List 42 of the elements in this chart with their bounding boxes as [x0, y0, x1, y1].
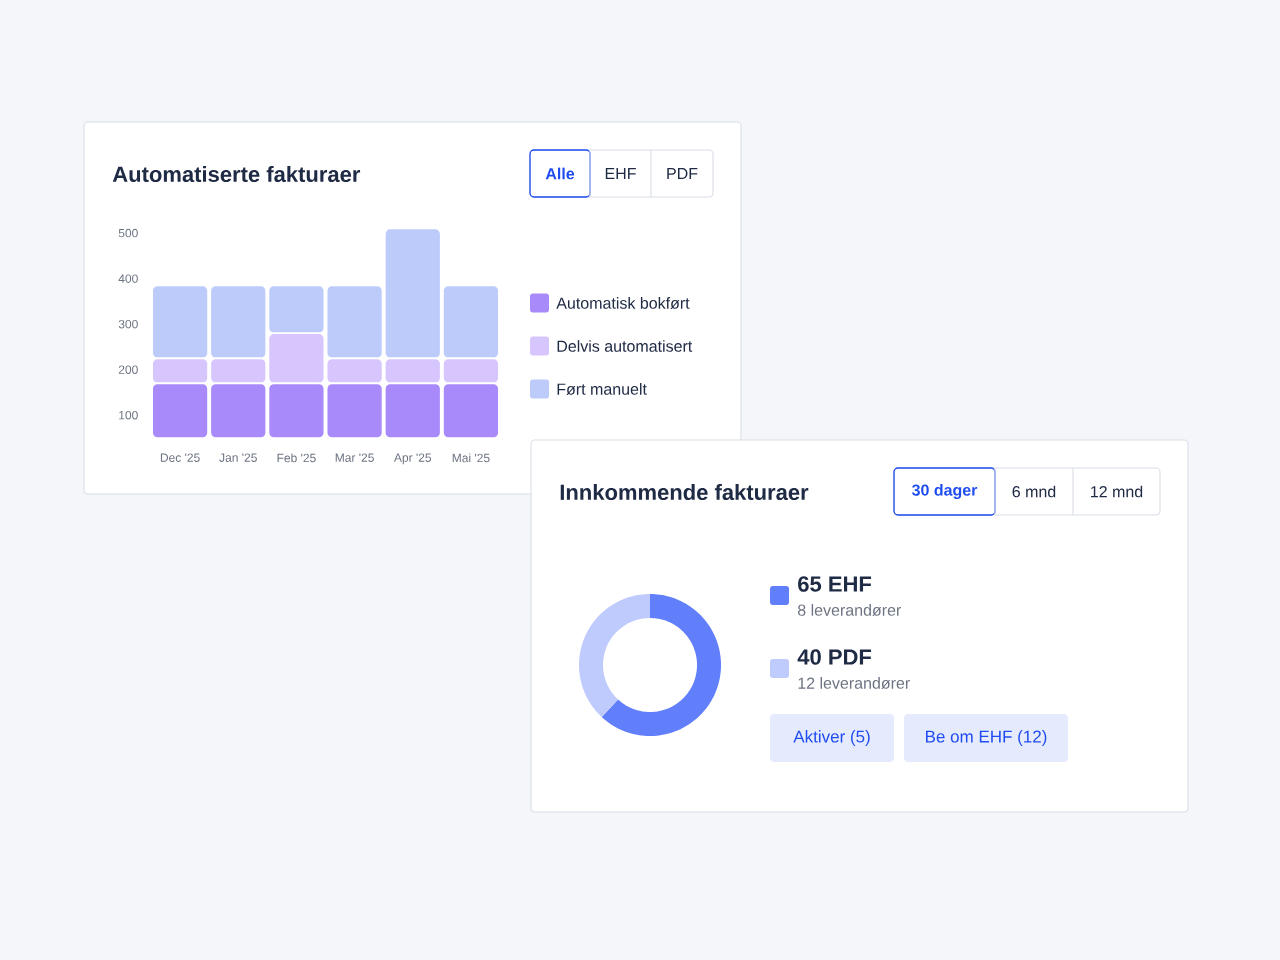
- text: 6 mnd: [1012, 485, 1056, 498]
- data-label: 40: [797, 649, 821, 665]
- x-tick-label: Mai '25: [452, 453, 490, 463]
- x-tick-label: Mar '25: [335, 453, 374, 462]
- bar: [325, 284, 384, 360]
- bar: [209, 357, 267, 385]
- legend-label: EHF: [829, 576, 872, 592]
- bar: [325, 357, 384, 385]
- bar: [267, 332, 326, 385]
- y-tick-label: 400: [118, 274, 138, 283]
- x-tick-label: Apr '25: [393, 453, 432, 465]
- bar: [267, 284, 326, 335]
- bar: [151, 284, 209, 360]
- data-label: 65: [798, 576, 822, 592]
- chart-title: Automatiserte fakturaer: [112, 165, 361, 183]
- legend-label: Delvis automatisert: [557, 340, 693, 352]
- bar: [442, 357, 500, 385]
- y-tick-label: 100: [119, 410, 138, 420]
- text: Aktiver (5): [793, 730, 870, 746]
- x-tick-label: Feb '25: [277, 453, 316, 463]
- legend-label: Ført manuelt: [557, 383, 647, 395]
- x-tick-label: Jan '25: [219, 453, 257, 462]
- bar: [151, 357, 209, 385]
- y-tick-label: 300: [118, 319, 138, 329]
- x-tick-label: Dec '25: [160, 453, 200, 462]
- text: 12 leverandører: [798, 677, 910, 689]
- text: 12 mnd: [1091, 485, 1143, 498]
- text: Alle: [545, 167, 575, 180]
- text: Be om EHF (12): [926, 730, 1047, 746]
- y-tick-label: 200: [118, 365, 138, 374]
- bar: [442, 284, 500, 360]
- text: EHF: [605, 168, 636, 180]
- legend-label: Automatisk bokført: [556, 297, 690, 309]
- text: 30 dager: [911, 484, 978, 499]
- text: 8 leverandører: [797, 604, 902, 616]
- text: PDF: [667, 168, 698, 180]
- bar: [384, 227, 442, 360]
- chart-title: Innkommende fakturaer: [560, 483, 809, 501]
- bar: [209, 284, 267, 360]
- legend-label: PDF: [829, 649, 872, 665]
- y-tick-label: 500: [118, 228, 138, 238]
- bar: [384, 357, 442, 385]
